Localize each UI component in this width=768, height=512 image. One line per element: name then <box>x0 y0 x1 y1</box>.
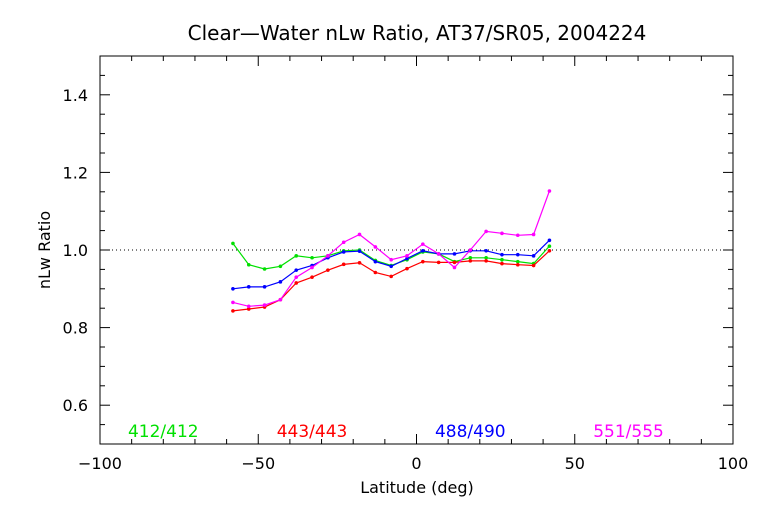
data-point <box>278 264 283 269</box>
data-point <box>389 264 393 269</box>
data-point <box>310 275 314 279</box>
data-point <box>452 252 457 256</box>
legend-item: 551/555 <box>593 422 664 442</box>
data-point <box>326 254 330 258</box>
data-point <box>373 270 378 275</box>
data-point <box>278 297 283 302</box>
data-point <box>500 257 504 262</box>
data-point <box>531 263 536 268</box>
data-point <box>547 189 552 193</box>
data-point <box>547 238 552 243</box>
y-axis-label: nLw Ratio <box>35 211 54 289</box>
data-point <box>531 232 536 237</box>
x-tick-label: −50 <box>241 454 275 473</box>
series-443-443 <box>231 248 552 313</box>
data-point <box>373 259 378 264</box>
legend-item: 443/443 <box>277 422 348 442</box>
x-tick-label: 50 <box>565 454 585 473</box>
data-point <box>294 254 299 258</box>
data-point <box>341 240 346 245</box>
data-point <box>262 303 267 307</box>
series-group <box>231 189 552 313</box>
data-point <box>246 304 251 309</box>
data-point <box>341 262 346 267</box>
data-point <box>452 260 457 265</box>
data-point <box>357 249 362 253</box>
data-point <box>405 254 409 258</box>
data-point <box>405 266 409 271</box>
data-point <box>468 255 473 260</box>
y-tick-label: 1.2 <box>63 163 88 182</box>
series-line <box>232 190 550 307</box>
data-point <box>357 232 362 237</box>
x-axis-label: Latitude (deg) <box>360 478 474 497</box>
data-point <box>326 268 330 272</box>
data-point <box>294 275 299 279</box>
x-tick-label: 100 <box>718 454 749 473</box>
data-point <box>421 242 425 246</box>
data-point <box>452 265 457 270</box>
data-point <box>294 268 299 272</box>
data-point <box>310 265 314 270</box>
data-point <box>500 261 504 266</box>
data-point <box>500 231 504 236</box>
data-point <box>484 248 488 253</box>
data-point <box>389 257 393 262</box>
data-point <box>262 285 267 289</box>
series-551-555 <box>231 189 552 309</box>
data-point <box>373 245 378 249</box>
data-point <box>262 267 267 271</box>
data-point <box>484 229 488 234</box>
y-tick-label: 1.0 <box>63 241 88 260</box>
x-tick-label: −100 <box>78 454 122 473</box>
legend-item: 412/412 <box>128 422 199 442</box>
series-488-490 <box>231 238 552 291</box>
y-tick-label: 0.8 <box>63 319 88 338</box>
data-point <box>515 262 520 267</box>
data-point <box>231 300 235 305</box>
data-point <box>547 244 552 248</box>
data-point <box>515 233 520 238</box>
chart-title: Clear—Water nLw Ratio, AT37/SR05, 200422… <box>188 21 647 45</box>
data-point <box>405 256 409 261</box>
data-point <box>421 248 425 253</box>
y-tick-label: 0.6 <box>63 396 88 415</box>
data-point <box>468 259 473 263</box>
data-point <box>231 309 235 313</box>
data-point <box>515 252 520 257</box>
data-point <box>231 287 235 291</box>
data-point <box>484 259 488 263</box>
data-point <box>484 255 488 260</box>
data-point <box>421 259 425 264</box>
axes: −100 −50 0 50 100 0.6 0.8 1.0 1.2 1.4 <box>63 55 749 473</box>
data-point <box>294 281 299 285</box>
data-point <box>310 255 314 260</box>
data-point <box>246 307 251 311</box>
y-tick-label: 1.4 <box>63 86 88 105</box>
data-point <box>246 285 251 289</box>
legend: 412/412 443/443 488/490 551/555 <box>128 422 664 442</box>
data-point <box>500 252 504 257</box>
data-point <box>436 252 441 256</box>
legend-item: 488/490 <box>435 422 506 442</box>
data-point <box>531 254 536 258</box>
data-point <box>278 280 283 284</box>
x-tick-label: 0 <box>411 454 421 473</box>
data-point <box>547 248 552 253</box>
data-point <box>468 248 473 252</box>
data-point <box>389 274 393 279</box>
data-point <box>357 261 362 265</box>
data-point <box>436 260 441 265</box>
data-point <box>231 241 235 246</box>
data-point <box>341 250 346 254</box>
data-point <box>515 259 520 264</box>
data-point <box>246 262 251 267</box>
